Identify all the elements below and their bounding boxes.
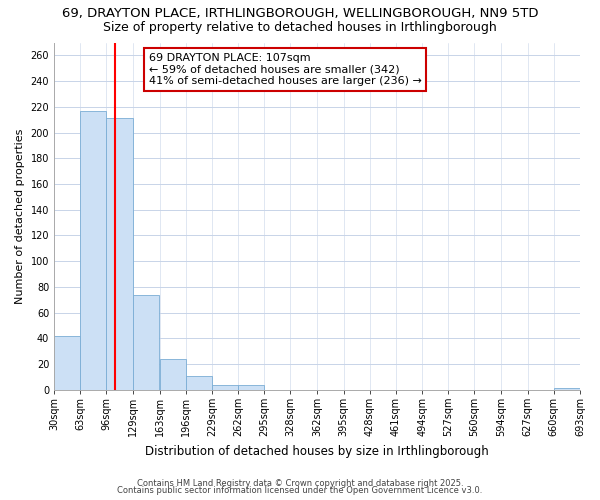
Bar xyxy=(160,359,186,390)
Bar xyxy=(186,376,212,390)
X-axis label: Distribution of detached houses by size in Irthlingborough: Distribution of detached houses by size … xyxy=(145,444,489,458)
Text: 69 DRAYTON PLACE: 107sqm
← 59% of detached houses are smaller (342)
41% of semi-: 69 DRAYTON PLACE: 107sqm ← 59% of detach… xyxy=(149,53,422,86)
Bar xyxy=(106,118,133,390)
Bar xyxy=(554,388,580,390)
Text: 69, DRAYTON PLACE, IRTHLINGBOROUGH, WELLINGBOROUGH, NN9 5TD: 69, DRAYTON PLACE, IRTHLINGBOROUGH, WELL… xyxy=(62,8,538,20)
Text: Size of property relative to detached houses in Irthlingborough: Size of property relative to detached ho… xyxy=(103,21,497,34)
Text: Contains public sector information licensed under the Open Government Licence v3: Contains public sector information licen… xyxy=(118,486,482,495)
Bar xyxy=(54,336,80,390)
Bar xyxy=(238,384,264,390)
Bar xyxy=(212,384,238,390)
Bar xyxy=(133,294,159,390)
Text: Contains HM Land Registry data © Crown copyright and database right 2025.: Contains HM Land Registry data © Crown c… xyxy=(137,478,463,488)
Bar xyxy=(80,110,106,390)
Y-axis label: Number of detached properties: Number of detached properties xyxy=(15,128,25,304)
